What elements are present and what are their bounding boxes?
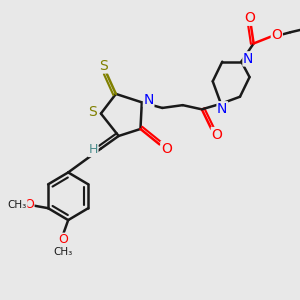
Text: O: O xyxy=(58,233,68,246)
Text: O: O xyxy=(24,198,34,211)
Text: O: O xyxy=(161,142,172,156)
Text: N: N xyxy=(143,92,154,106)
Text: N: N xyxy=(217,102,227,116)
Text: O: O xyxy=(244,11,255,25)
Text: CH₃: CH₃ xyxy=(8,200,27,210)
Text: H: H xyxy=(88,143,98,157)
Text: S: S xyxy=(88,105,97,119)
Text: O: O xyxy=(272,28,282,42)
Text: N: N xyxy=(243,52,254,66)
Text: O: O xyxy=(212,128,222,142)
Text: S: S xyxy=(99,59,108,73)
Text: CH₃: CH₃ xyxy=(53,247,72,257)
